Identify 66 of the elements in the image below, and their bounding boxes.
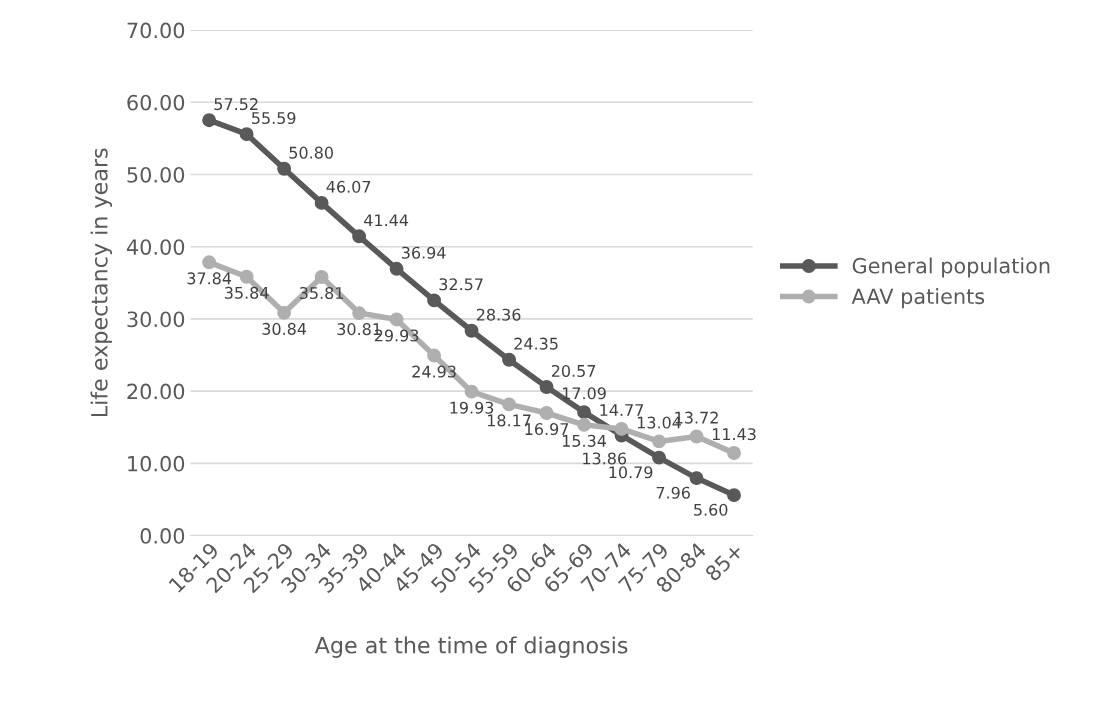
- y-tick-label: 20.00: [127, 383, 185, 400]
- point: [652, 434, 666, 449]
- point: [314, 195, 329, 210]
- point: [727, 488, 741, 503]
- y-tick-label: 10.00: [128, 455, 185, 472]
- data-label: 11.43: [712, 428, 756, 441]
- point: [689, 429, 704, 444]
- data-label: 46.07: [326, 180, 371, 193]
- point: [389, 312, 404, 327]
- data-label: 19.93: [450, 401, 494, 414]
- data-label: 35.81: [299, 286, 344, 300]
- y-tick-label: 50.00: [127, 166, 185, 183]
- data-label: 24.35: [514, 337, 558, 350]
- data-label: 37.84: [187, 272, 232, 285]
- data-label: 50.80: [289, 146, 333, 159]
- point: [727, 446, 741, 460]
- point: [652, 450, 666, 465]
- point: [352, 229, 367, 244]
- data-label: 32.57: [439, 278, 483, 291]
- point: [464, 323, 479, 338]
- data-label: 14.77: [600, 404, 644, 416]
- data-label: 55.59: [252, 112, 296, 125]
- point: [389, 261, 404, 276]
- point: [577, 405, 591, 420]
- point: [539, 406, 554, 420]
- data-label: 36.94: [401, 246, 446, 259]
- point: [239, 127, 254, 142]
- data-label: 30.84: [262, 322, 307, 335]
- data-label: 10.79: [609, 466, 653, 479]
- point: [689, 471, 704, 486]
- point: [352, 306, 367, 321]
- point: [614, 421, 629, 436]
- data-label: 5.60: [694, 503, 728, 516]
- x-axis-title: Age at the time of diagnosis: [314, 636, 628, 658]
- point: [202, 255, 217, 270]
- point: [239, 269, 254, 284]
- data-label: 35.84: [224, 286, 269, 299]
- data-label: 7.96: [656, 486, 690, 499]
- data-label: 41.44: [364, 214, 409, 227]
- point: [539, 380, 554, 394]
- point: [314, 270, 329, 284]
- point: [502, 352, 517, 367]
- point: [502, 397, 517, 412]
- point: [464, 384, 479, 399]
- point: [427, 348, 442, 363]
- data-label: 28.36: [476, 308, 521, 321]
- point: [577, 417, 591, 432]
- data-label: 17.09: [562, 387, 606, 400]
- y-axis-title: Life expectancy in years: [90, 148, 113, 417]
- data-label: 13.86: [583, 452, 627, 465]
- data-label: 24.93: [412, 365, 456, 378]
- data-label: 15.34: [562, 434, 607, 447]
- data-label: 57.52: [214, 98, 258, 111]
- y-tick-label: 60.00: [127, 94, 185, 111]
- legend-label: AAV patients: [851, 288, 985, 309]
- point: [427, 293, 442, 308]
- y-tick-label: 30.00: [127, 311, 185, 328]
- y-tick-label: 70.00: [127, 22, 185, 39]
- data-label: 20.57: [551, 364, 596, 377]
- x-tick-label: 85+: [704, 542, 744, 582]
- y-tick-label: 0.00: [140, 528, 185, 544]
- legend-label: General population: [852, 257, 1050, 278]
- y-tick-label: 40.00: [126, 239, 185, 255]
- point: [202, 113, 217, 128]
- point: [277, 305, 292, 320]
- point: [277, 161, 292, 176]
